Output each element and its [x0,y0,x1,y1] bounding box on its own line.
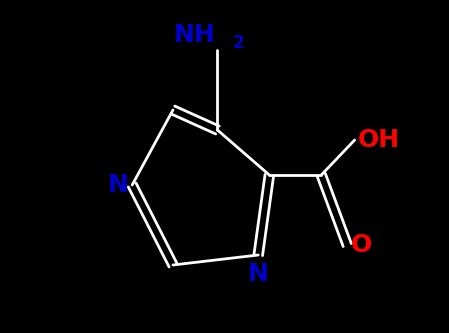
Text: O: O [351,233,372,257]
Text: OH: OH [358,128,400,152]
Text: N: N [248,262,269,286]
Text: NH: NH [174,23,216,47]
Text: 2: 2 [233,34,244,52]
Text: N: N [108,173,129,197]
